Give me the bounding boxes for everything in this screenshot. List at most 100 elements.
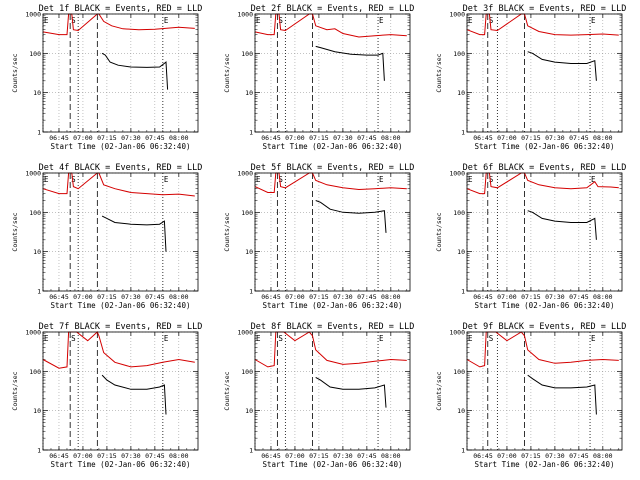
x-axis-label: Start Time (02-Jan-06 06:32:40): [263, 301, 403, 310]
chart-title: Det 9f BLACK = Events, RED = LLD: [463, 322, 627, 332]
event-marker-label: S: [278, 334, 283, 343]
x-tick-label: 06:45: [261, 293, 281, 301]
event-marker-label: E: [164, 16, 169, 25]
x-tick-label: 07:15: [309, 134, 329, 142]
x-tick-label: 07:30: [545, 452, 565, 460]
y-axis-label: Counts/sec: [11, 371, 19, 410]
x-tick-label: 08:00: [593, 293, 613, 301]
y-axis-label: Counts/sec: [223, 371, 231, 410]
lld-series-line: [42, 13, 195, 36]
x-tick-label: 07:00: [73, 452, 93, 460]
x-tick-label: 07:45: [569, 452, 589, 460]
plot-frame: [466, 13, 623, 133]
panel-8: Det 8f BLACK = Events, RED = LLD 06:45 07:…: [223, 322, 414, 469]
x-tick-label: 07:30: [545, 293, 565, 301]
chart-title: Det 2f BLACK = Events, RED = LLD: [251, 4, 415, 14]
x-tick-label: 07:15: [309, 293, 329, 301]
chart-title: Det 4f BLACK = Events, RED = LLD: [39, 163, 203, 173]
event-marker-label: E: [256, 175, 261, 184]
x-tick-label: 07:15: [97, 134, 117, 142]
y-tick-label: 100: [241, 209, 253, 217]
y-tick-label: 1: [461, 129, 465, 137]
x-axis-label: Start Time (02-Jan-06 06:32:40): [263, 142, 403, 151]
y-tick-label: 1000: [237, 11, 253, 19]
x-tick-label: 07:00: [497, 452, 517, 460]
x-tick-label: 08:00: [169, 452, 189, 460]
plot-frame: [42, 331, 199, 451]
y-tick-label: 1: [249, 288, 253, 296]
lld-series-line: [42, 172, 195, 197]
y-tick-label: 10: [33, 407, 41, 415]
x-tick-label: 08:00: [381, 293, 401, 301]
x-tick-label: 07:45: [145, 134, 165, 142]
x-tick-label: 07:45: [145, 452, 165, 460]
y-tick-label: 10: [33, 89, 41, 97]
plot-frame: [42, 172, 199, 292]
x-tick-label: 08:00: [169, 134, 189, 142]
x-tick-label: 07:30: [121, 293, 141, 301]
event-marker-label: S: [71, 16, 76, 25]
x-tick-label: 08:00: [593, 452, 613, 460]
x-tick-label: 07:15: [309, 452, 329, 460]
x-tick-label: 06:45: [261, 134, 281, 142]
y-axis-label: Counts/sec: [435, 212, 443, 251]
panel-2: Det 2f BLACK = Events, RED = LLD 06:45 07:…: [223, 4, 414, 151]
plot-frame: [254, 13, 411, 133]
lld-series-line: [254, 331, 407, 368]
event-marker-label: E: [591, 175, 596, 184]
event-marker-label: S: [71, 175, 76, 184]
x-tick-label: 07:15: [521, 293, 541, 301]
x-axis-label: Start Time (02-Jan-06 06:32:40): [475, 460, 615, 469]
x-tick-label: 07:00: [73, 134, 93, 142]
x-tick-label: 07:00: [285, 134, 305, 142]
y-axis-label: Counts/sec: [11, 53, 19, 92]
x-tick-label: 07:15: [521, 452, 541, 460]
x-axis-label: Start Time (02-Jan-06 06:32:40): [475, 301, 615, 310]
event-marker-label: E: [44, 175, 49, 184]
chart-title: Det 6f BLACK = Events, RED = LLD: [463, 163, 627, 173]
plot-frame: [254, 331, 411, 451]
y-tick-label: 1: [461, 447, 465, 455]
event-marker-label: E: [164, 175, 169, 184]
y-tick-label: 1: [249, 447, 253, 455]
x-tick-label: 07:30: [333, 134, 353, 142]
x-axis-label: Start Time (02-Jan-06 06:32:40): [475, 142, 615, 151]
panel-9: Det 9f BLACK = Events, RED = LLD 06:45 07:…: [435, 322, 626, 469]
y-tick-label: 10: [245, 248, 253, 256]
event-marker-label: E: [468, 175, 473, 184]
plot-frame: [466, 331, 623, 451]
x-tick-label: 06:45: [49, 452, 69, 460]
y-tick-label: 1000: [237, 170, 253, 178]
x-tick-label: 07:30: [333, 293, 353, 301]
x-tick-label: 07:00: [497, 134, 517, 142]
x-tick-label: 07:30: [121, 134, 141, 142]
x-tick-label: 06:45: [261, 452, 281, 460]
events-series-line: [315, 376, 387, 408]
x-tick-label: 07:30: [121, 452, 141, 460]
panel-3: Det 3f BLACK = Events, RED = LLD 06:45 07:…: [435, 4, 626, 151]
x-tick-label: 06:45: [473, 452, 493, 460]
events-series-line: [101, 374, 167, 415]
x-tick-label: 08:00: [593, 134, 613, 142]
y-tick-label: 100: [241, 50, 253, 58]
x-tick-label: 07:45: [357, 452, 377, 460]
event-marker-label: E: [591, 16, 596, 25]
y-tick-label: 10: [457, 407, 465, 415]
x-tick-label: 07:00: [497, 293, 517, 301]
y-tick-label: 1: [37, 129, 41, 137]
plot-frame: [254, 172, 411, 292]
event-marker-label: E: [256, 334, 261, 343]
events-series-line: [101, 215, 167, 252]
x-tick-label: 06:45: [473, 293, 493, 301]
x-tick-label: 07:45: [145, 293, 165, 301]
event-marker-label: E: [44, 334, 49, 343]
events-series-line: [527, 51, 597, 81]
x-axis-label: Start Time (02-Jan-06 06:32:40): [263, 460, 403, 469]
y-tick-label: 1: [37, 288, 41, 296]
y-tick-label: 1000: [25, 170, 41, 178]
panel-7: Det 7f BLACK = Events, RED = LLD 06:45 07:…: [11, 322, 202, 469]
events-series-line: [527, 374, 597, 415]
y-tick-label: 100: [29, 209, 41, 217]
y-axis-label: Counts/sec: [11, 212, 19, 251]
event-marker-label: E: [44, 16, 49, 25]
